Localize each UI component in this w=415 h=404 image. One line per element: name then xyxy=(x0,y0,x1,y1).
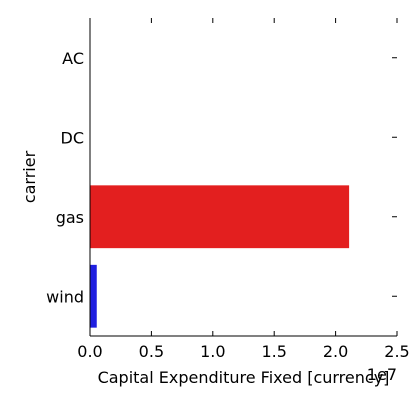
x-tick-label: 0.5 xyxy=(139,342,164,361)
bar-wind xyxy=(90,265,97,328)
x-tick-label: 0.0 xyxy=(77,342,102,361)
y-tick-label-AC: AC xyxy=(62,49,84,68)
bar-gas xyxy=(90,185,349,248)
plot-area xyxy=(90,185,349,327)
y-tick-label-wind: wind xyxy=(46,287,84,306)
x-axis-label: Capital Expenditure Fixed [currency] xyxy=(98,368,390,387)
x-axis-offset-label: 1e7 xyxy=(367,365,397,384)
x-tick-label: 1.5 xyxy=(261,342,286,361)
y-axis-label: carrier xyxy=(20,150,39,203)
y-axis-ticks: AC DC gas wind xyxy=(46,49,397,307)
x-tick-label: 1.0 xyxy=(200,342,225,361)
y-tick-label-DC: DC xyxy=(61,128,85,147)
x-tick-label: 2.0 xyxy=(323,342,348,361)
x-tick-label: 2.5 xyxy=(384,342,409,361)
y-tick-label-gas: gas xyxy=(56,208,84,227)
